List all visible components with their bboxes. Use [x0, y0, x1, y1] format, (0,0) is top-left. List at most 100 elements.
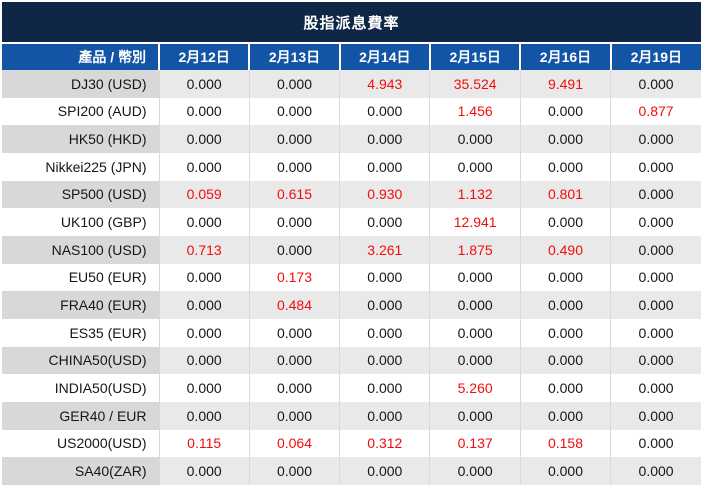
rate-cell: 12.941	[429, 208, 521, 236]
table-row: US2000(USD) 0.115 0.064 0.312 0.137 0.158 0.00…	[2, 429, 701, 458]
rate-cell: 0.059	[158, 180, 250, 209]
rate-cell: 0.490	[519, 235, 611, 264]
date-column-header: 2月15日	[428, 44, 521, 70]
rate-cell: 9.491	[519, 70, 611, 98]
rate-cell: 0.000	[158, 263, 250, 292]
table-row: SA40(ZAR) 0.000 0.000 0.000 0.000 0.000 0.000	[2, 457, 701, 485]
date-column-header: 2月16日	[519, 44, 611, 70]
rate-cell: 0.000	[610, 70, 701, 98]
rate-cell: 0.000	[610, 208, 701, 236]
rate-cell: 0.000	[519, 97, 611, 126]
product-cell: CHINA50(USD)	[2, 346, 159, 375]
product-cell: DJ30 (USD)	[2, 70, 159, 98]
rate-cell: 0.173	[248, 263, 340, 292]
rate-cell: 0.000	[610, 152, 701, 181]
rate-cell: 0.115	[158, 429, 250, 458]
table-row: Nikkei225 (JPN) 0.000 0.000 0.000 0.000 0.000…	[2, 152, 701, 181]
rate-cell: 0.000	[158, 291, 250, 319]
rate-cell: 1.456	[429, 97, 521, 126]
rate-cell: 0.000	[519, 457, 611, 485]
rate-cell: 0.000	[429, 346, 521, 375]
product-cell: SP500 (USD)	[2, 180, 159, 209]
rate-cell: 0.000	[429, 318, 521, 347]
rate-cell: 0.000	[248, 152, 340, 181]
rate-cell: 0.000	[158, 208, 250, 236]
rate-cell: 0.000	[610, 374, 701, 402]
table-row: UK100 (GBP) 0.000 0.000 0.000 12.941 0.000 0.0…	[2, 208, 701, 236]
product-cell: NAS100 (USD)	[2, 235, 159, 264]
rate-cell: 0.000	[429, 263, 521, 292]
rate-cell: 0.930	[339, 180, 430, 209]
rate-cell: 0.000	[158, 70, 250, 98]
table-title-bar: 股指派息費率	[2, 2, 701, 42]
product-cell: Nikkei225 (JPN)	[2, 152, 159, 181]
rate-cell: 0.000	[519, 125, 611, 153]
rate-cell: 0.000	[339, 97, 430, 126]
rate-cell: 0.000	[339, 152, 430, 181]
table-row: EU50 (EUR) 0.000 0.173 0.000 0.000 0.000 0.000	[2, 263, 701, 292]
rate-cell: 0.000	[610, 125, 701, 153]
rate-cell: 0.000	[248, 318, 340, 347]
date-column-header: 2月19日	[609, 44, 701, 70]
rate-cell: 0.064	[248, 429, 340, 458]
rate-cell: 1.875	[429, 235, 521, 264]
rate-cell: 0.000	[339, 291, 430, 319]
product-cell: HK50 (HKD)	[2, 125, 159, 153]
product-cell: SA40(ZAR)	[2, 457, 159, 485]
rate-cell: 0.000	[248, 125, 340, 153]
table-body: DJ30 (USD) 0.000 0.000 4.943 35.524 9.491 0.00…	[2, 70, 701, 485]
rate-cell: 0.312	[339, 429, 430, 458]
rate-cell: 1.132	[429, 180, 521, 209]
table-row: SP500 (USD) 0.059 0.615 0.930 1.132 0.801 0.00…	[2, 180, 701, 209]
rate-cell: 35.524	[429, 70, 521, 98]
rate-cell: 0.000	[248, 70, 340, 98]
rate-cell: 0.000	[339, 125, 430, 153]
rate-cell: 4.943	[339, 70, 430, 98]
table-header: 產品 / 幣別 2月12日 2月13日 2月14日 2月15日 2月16日 2月19日	[2, 44, 701, 70]
product-column-header: 產品 / 幣別	[2, 44, 159, 70]
rate-cell: 0.000	[248, 97, 340, 126]
rate-cell: 0.000	[248, 346, 340, 375]
product-cell: EU50 (EUR)	[2, 263, 159, 292]
table-row: CHINA50(USD) 0.000 0.000 0.000 0.000 0.000 0.0…	[2, 346, 701, 375]
rate-cell: 0.000	[519, 346, 611, 375]
dividend-rates-table: 產品 / 幣別 2月12日 2月13日 2月14日 2月15日 2月16日 2月19日 DJ…	[2, 44, 701, 485]
rate-cell: 0.000	[610, 235, 701, 264]
product-cell: US2000(USD)	[2, 429, 159, 458]
rate-cell: 0.000	[339, 374, 430, 402]
rate-cell: 0.000	[248, 401, 340, 430]
rate-cell: 0.000	[158, 374, 250, 402]
rate-cell: 0.000	[519, 374, 611, 402]
rate-cell: 0.000	[610, 318, 701, 347]
rate-cell: 0.000	[519, 318, 611, 347]
rate-cell: 0.000	[610, 401, 701, 430]
rate-cell: 0.000	[158, 97, 250, 126]
product-cell: INDIA50(USD)	[2, 374, 159, 402]
rate-cell: 0.000	[429, 152, 521, 181]
table-row: ES35 (EUR) 0.000 0.000 0.000 0.000 0.000 0.000	[2, 318, 701, 347]
rate-cell: 0.000	[519, 152, 611, 181]
rate-cell: 0.000	[339, 208, 430, 236]
rate-cell: 0.000	[248, 457, 340, 485]
table-row: FRA40 (EUR) 0.000 0.484 0.000 0.000 0.000 0.00…	[2, 291, 701, 319]
rate-cell: 0.000	[158, 318, 250, 347]
rate-cell: 0.000	[610, 457, 701, 485]
rate-cell: 0.000	[339, 346, 430, 375]
rate-cell: 0.000	[519, 263, 611, 292]
rate-cell: 0.158	[519, 429, 611, 458]
rate-cell: 0.877	[610, 97, 701, 126]
rate-cell: 0.615	[248, 180, 340, 209]
product-cell: ES35 (EUR)	[2, 318, 159, 347]
page-title: 股指派息費率	[303, 14, 400, 32]
rate-cell: 5.260	[429, 374, 521, 402]
rate-cell: 0.000	[610, 263, 701, 292]
rate-cell: 0.484	[248, 291, 340, 319]
product-cell: SPI200 (AUD)	[2, 97, 159, 126]
table-row: NAS100 (USD) 0.713 0.000 3.261 1.875 0.490 0.0…	[2, 235, 701, 264]
rate-cell: 0.000	[248, 235, 340, 264]
rate-cell: 0.000	[610, 291, 701, 319]
rate-cell: 0.000	[429, 291, 521, 319]
product-cell: UK100 (GBP)	[2, 208, 159, 236]
rate-cell: 3.261	[339, 235, 430, 264]
